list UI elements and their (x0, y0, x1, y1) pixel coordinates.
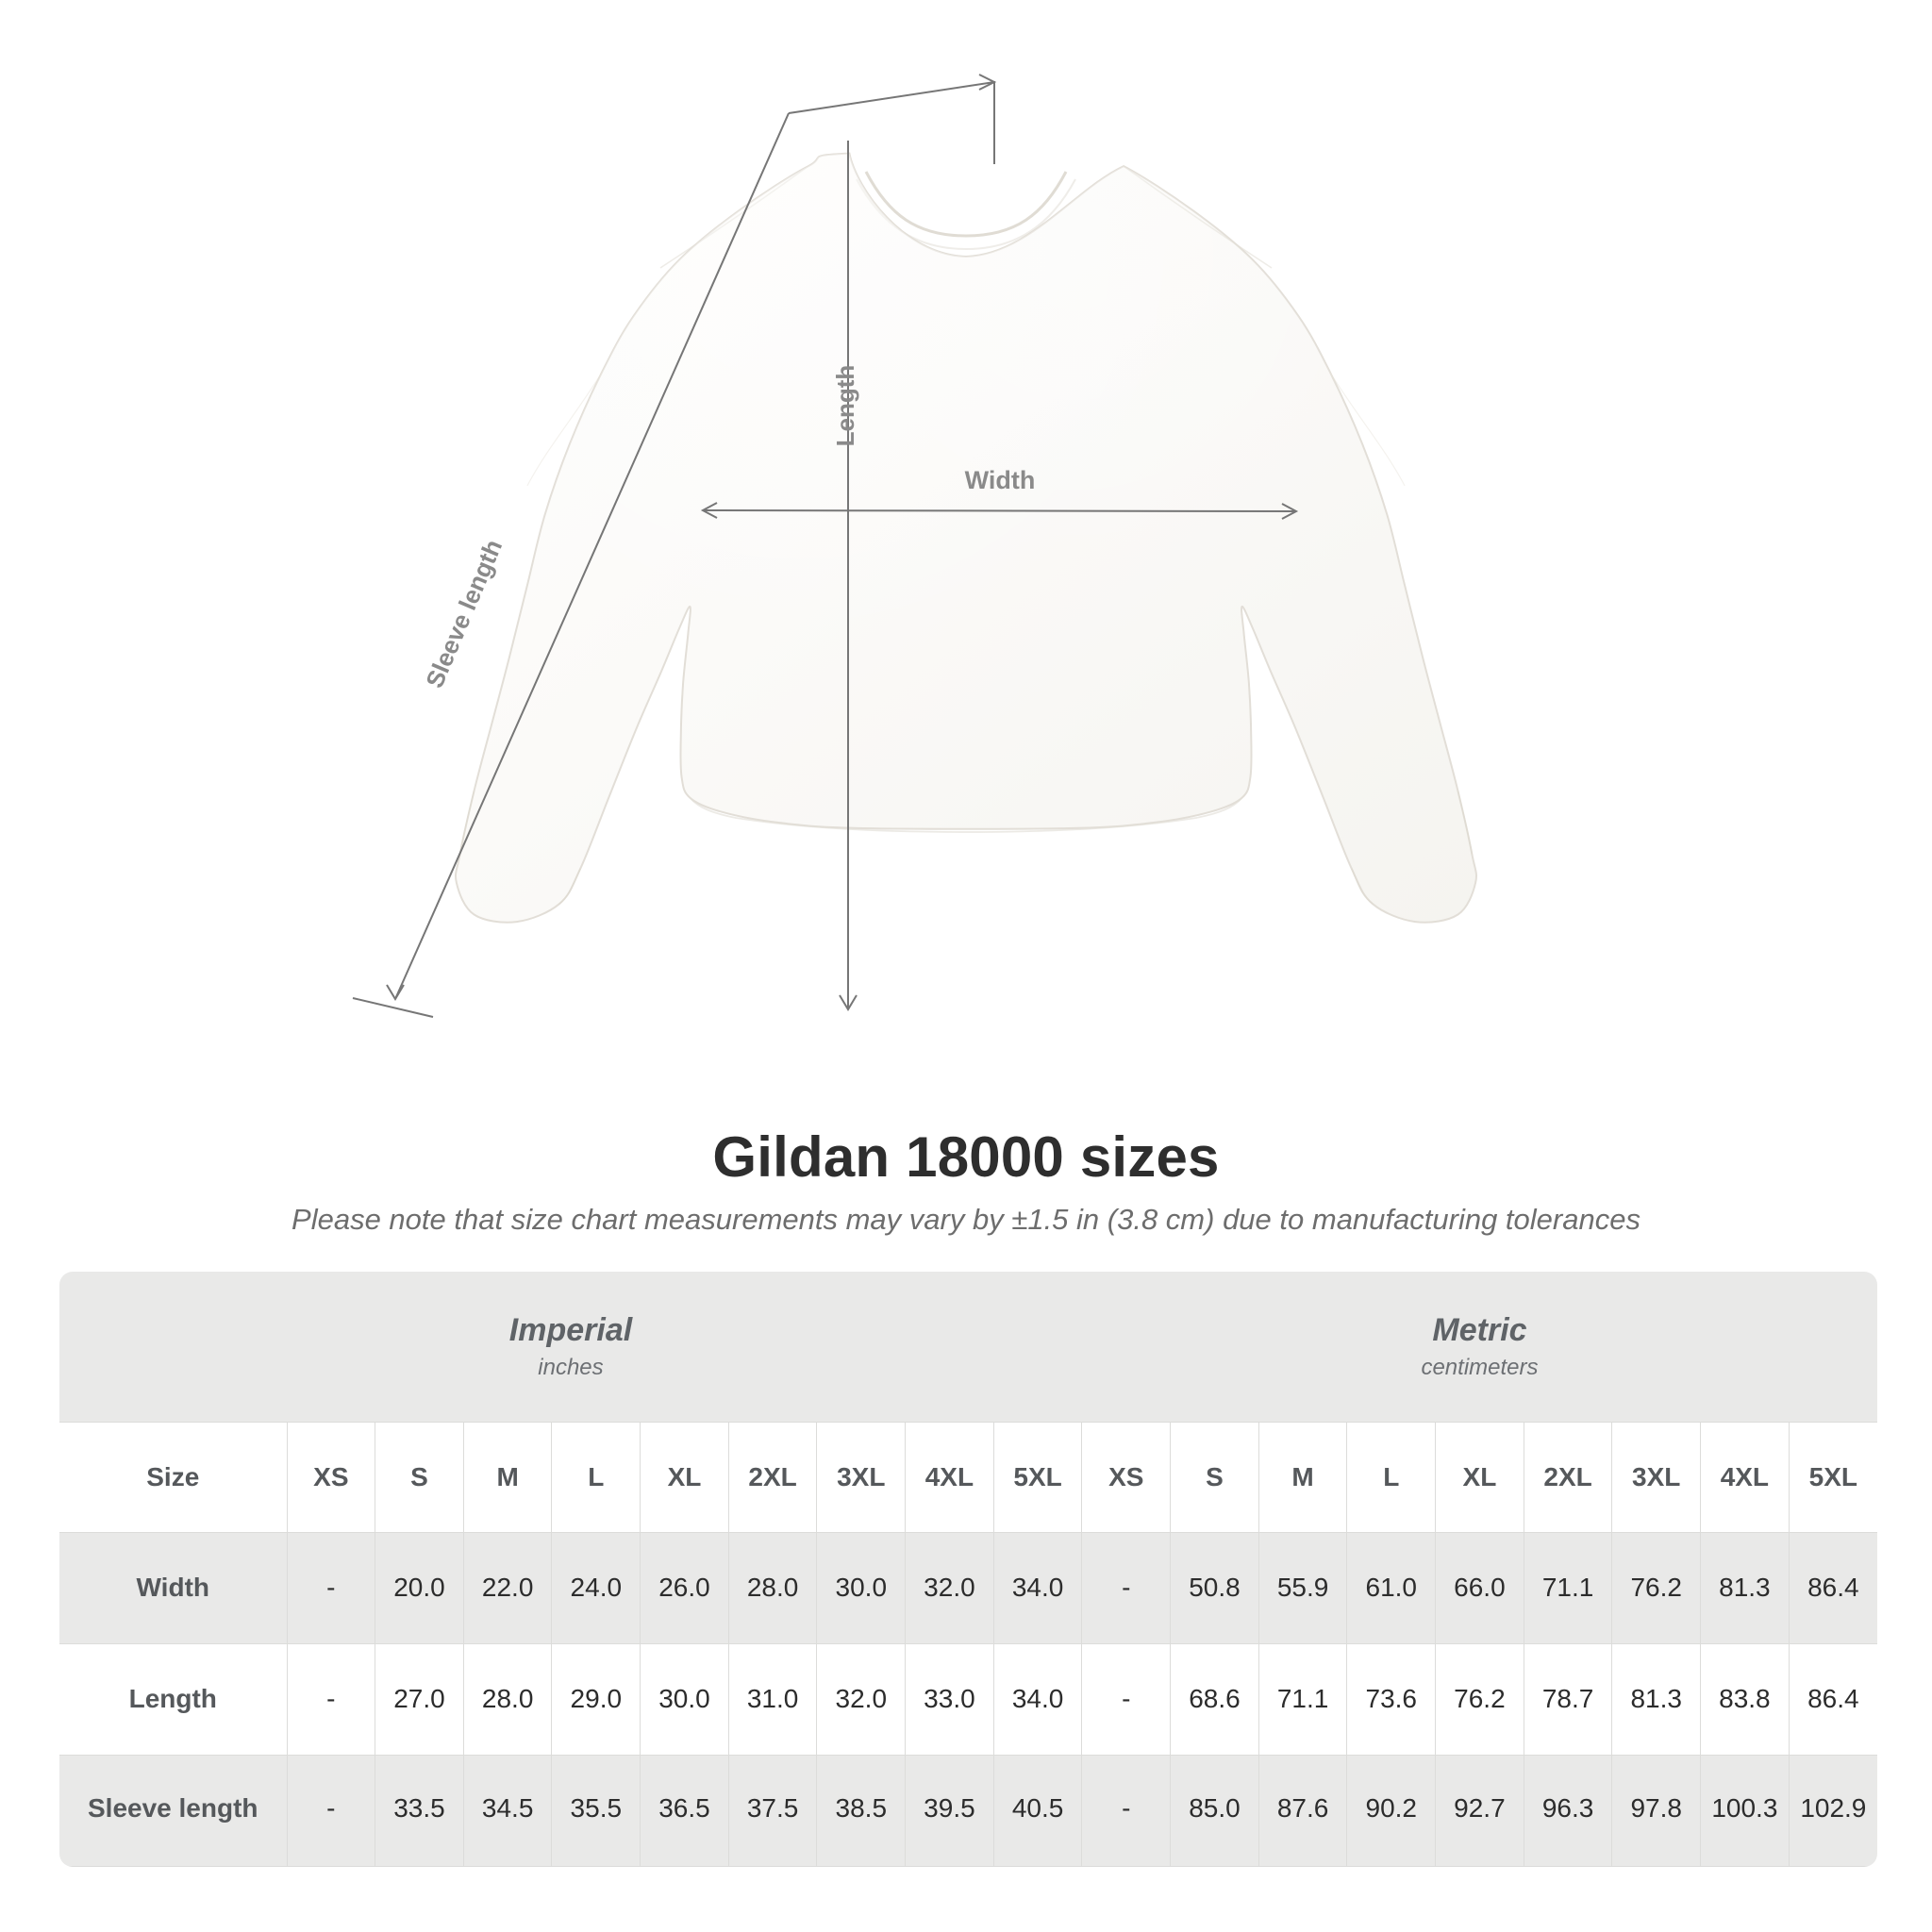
svg-text:Width: Width (965, 466, 1036, 494)
svg-text:Length: Length (831, 365, 859, 447)
